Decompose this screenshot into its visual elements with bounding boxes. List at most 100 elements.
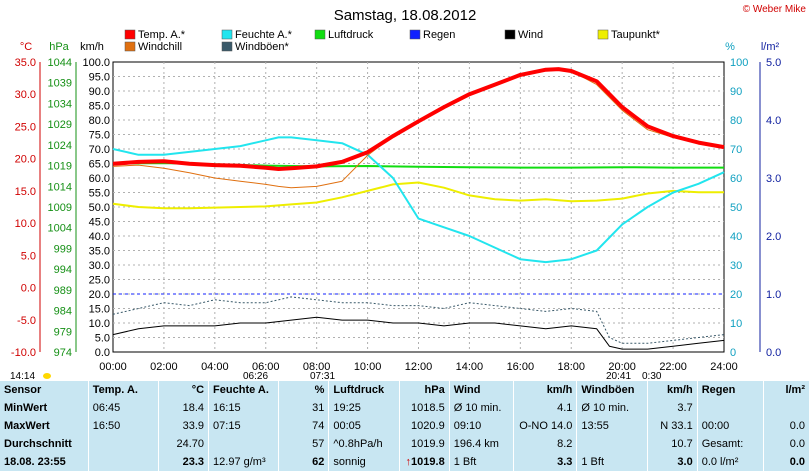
temp-tick-label: 25.0: [15, 121, 36, 133]
wind-tick-label: 30.0: [89, 260, 110, 272]
stats-row-current: 18.08. 23:55 23.3 12.97 g/m³ 62 sonnig ↑…: [0, 453, 810, 471]
col-wind-unit: km/h: [514, 381, 578, 399]
temp-tick-label: 20.0: [15, 154, 36, 166]
series-line-temp-a: [112, 67, 725, 171]
series-lines: [112, 67, 725, 350]
x-tick-label: 04:00: [201, 361, 229, 372]
col-gusts: Windböen: [577, 381, 648, 399]
row-label: MaxWert: [0, 417, 89, 435]
cell: [577, 435, 648, 453]
col-wind: Wind: [450, 381, 514, 399]
pressure-tick-label: 1024: [48, 140, 72, 152]
cell: 10.7: [648, 435, 698, 453]
cell: 0.0: [764, 453, 810, 471]
copyright: © Weber Mike: [742, 4, 806, 15]
pressure-tick-label: 974: [54, 347, 72, 359]
x-tick-label: 08:00: [303, 361, 331, 372]
legend-swatch: [221, 29, 233, 40]
wind-tick-label: 100.0: [82, 57, 110, 69]
pressure-tick-label: 994: [54, 264, 72, 276]
cell: [89, 435, 160, 453]
cell: 31: [279, 399, 330, 417]
series-line-feuchte-a: [112, 136, 725, 264]
cell: 3.0: [648, 453, 698, 471]
cell: 62: [279, 453, 330, 471]
cell: 12.97 g/m³: [209, 453, 280, 471]
pressure-tick-label: 984: [54, 306, 72, 318]
cell: 1020.9: [400, 417, 450, 435]
wind-tick-label: 35.0: [89, 246, 110, 258]
legend-label: Luftdruck: [328, 29, 374, 41]
legend-swatch: [314, 29, 326, 40]
cell: 00:05: [329, 417, 400, 435]
humidity-tick-label: 60: [730, 173, 742, 185]
cell: O-NO 14.0: [514, 417, 578, 435]
legend-label: Wind: [518, 29, 543, 41]
temp-tick-label: 30.0: [15, 89, 36, 101]
cell: Ø 10 min.: [450, 399, 514, 417]
legend-label: Windchill: [138, 41, 182, 53]
sunset-time: 20:41: [606, 371, 632, 382]
col-rain: Regen: [698, 381, 764, 399]
wind-tick-label: 60.0: [89, 173, 110, 185]
cell: 196.4 km: [450, 435, 514, 453]
stats-table: Sensor Temp. A. °C Feuchte A. % Luftdruc…: [0, 381, 810, 471]
humidity-axis-unit: %: [725, 41, 735, 53]
cell: 74: [279, 417, 330, 435]
col-sensor: Sensor: [0, 381, 89, 399]
cell: 19:25: [329, 399, 400, 417]
cell: 16:15: [209, 399, 280, 417]
humidity-tick-label: 20: [730, 289, 742, 301]
legend-swatch: [504, 29, 516, 40]
cell: 1019.9: [400, 435, 450, 453]
x-axis: 00:00 02:00 04:00 06:00 08:00 10:00 12:00 14:00…: [99, 361, 738, 372]
humidity-tick-label: 80: [730, 115, 742, 127]
temp-tick-label: -5.0: [17, 315, 36, 327]
stats-row-max: MaxWert 16:50 33.9 07:15 74 00:05 1020.9…: [0, 417, 810, 435]
cell: 33.9: [159, 417, 210, 435]
cell: 13:55: [577, 417, 648, 435]
cell: sonnig: [329, 453, 400, 471]
cell: 24.70: [159, 435, 210, 453]
cell: 18.4: [159, 399, 210, 417]
wind-tick-label: 40.0: [89, 231, 110, 243]
cell: 0.0 l/m²: [698, 453, 764, 471]
cell: [209, 435, 280, 453]
wind-tick-label: 85.0: [89, 101, 110, 113]
x-tick-label: 24:00: [710, 361, 738, 372]
cell: 4.1: [514, 399, 578, 417]
row-label: Durchschnitt: [0, 435, 89, 453]
wind-tick-label: 45.0: [89, 217, 110, 229]
cell: 07:15: [209, 417, 280, 435]
rain-tick-label: 4.0: [766, 115, 781, 127]
pressure-tick-label: 1034: [48, 98, 72, 110]
x-tick-label: 02:00: [150, 361, 178, 372]
wind-tick-label: 90.0: [89, 86, 110, 98]
wind-tick-label: 25.0: [89, 275, 110, 287]
cell: 0.0: [764, 417, 810, 435]
pressure-tick-label: 1014: [48, 181, 72, 193]
col-rain-unit: l/m²: [764, 381, 810, 399]
x-tick-label: 06:00: [252, 361, 280, 372]
sunrise-time: 06:26: [243, 371, 269, 382]
x-tick-label: 10:00: [354, 361, 382, 372]
col-pressure-unit: hPa: [400, 381, 450, 399]
pressure-tick-label: 1019: [48, 161, 72, 173]
pressure-tick-label: 1004: [48, 223, 72, 235]
pressure-tick-label: 979: [54, 326, 72, 338]
cell: [764, 399, 810, 417]
humidity-tick-label: 30: [730, 260, 742, 272]
cell: 23.3: [159, 453, 210, 471]
wind-tick-label: 15.0: [89, 304, 110, 316]
x-tick-label: 12:00: [405, 361, 433, 372]
cell: ^0.8hPa/h: [329, 435, 400, 453]
legend-label: Taupunkt*: [611, 29, 661, 41]
wind-tick-label: 65.0: [89, 159, 110, 171]
cell: [698, 399, 764, 417]
cell: 16:50: [89, 417, 160, 435]
legend-label: Windböen*: [235, 41, 290, 53]
wind-tick-label: 10.0: [89, 318, 110, 330]
chart-legend: Temp. A.*Windchill Feuchte A.*Windböen* Lu…: [124, 29, 661, 53]
pressure-tick-label: 1029: [48, 119, 72, 131]
